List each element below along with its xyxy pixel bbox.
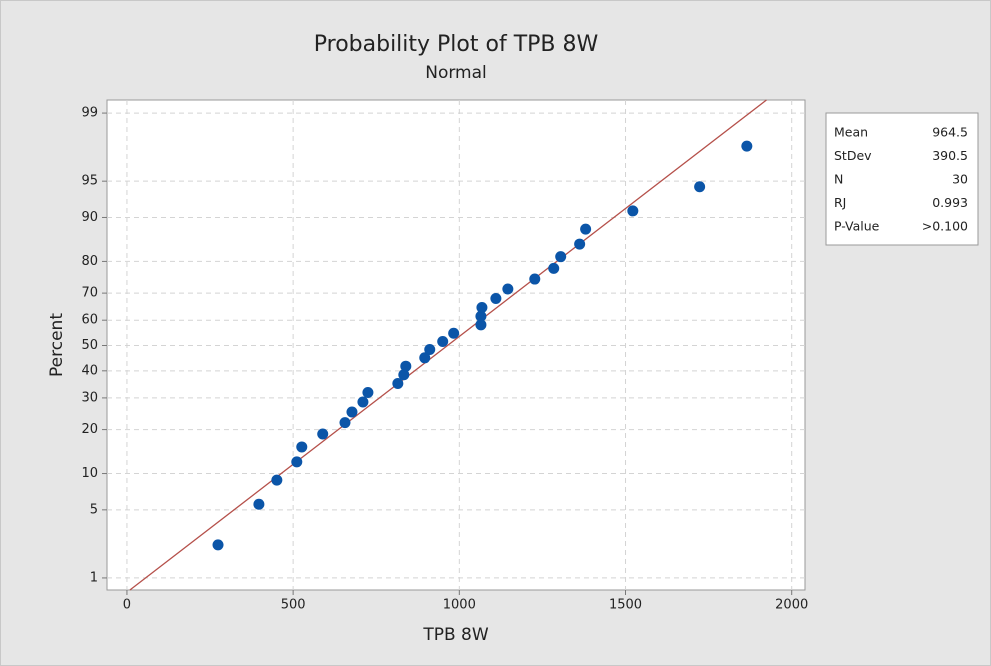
y-axis-label: Percent — [47, 313, 67, 377]
chart-title: Probability Plot of TPB 8W — [314, 32, 599, 57]
point — [398, 369, 410, 381]
point — [362, 387, 374, 399]
point — [291, 456, 303, 468]
point — [490, 292, 502, 304]
stat-value: >0.100 — [922, 219, 968, 234]
point — [476, 302, 488, 314]
stat-label: P-Value — [834, 219, 880, 234]
y-tick-label: 80 — [81, 254, 98, 269]
point — [548, 262, 560, 274]
stat-value: 964.5 — [932, 125, 968, 140]
point — [627, 205, 639, 217]
stat-label: Mean — [834, 125, 868, 140]
y-tick-label: 50 — [81, 338, 98, 353]
point — [253, 498, 265, 510]
point — [419, 352, 431, 364]
point — [580, 223, 592, 235]
point — [271, 474, 283, 486]
point — [296, 441, 308, 453]
y-tick-label: 20 — [81, 422, 98, 437]
y-tick-label: 99 — [81, 106, 98, 121]
plot-area — [106, 99, 806, 591]
point — [339, 417, 351, 429]
point — [424, 344, 436, 356]
x-tick-label: 500 — [281, 598, 306, 613]
stat-value: 0.993 — [932, 195, 968, 210]
stats-box — [825, 112, 979, 246]
y-tick-label: 60 — [81, 313, 98, 328]
point — [502, 283, 514, 295]
y-tick-label: 30 — [81, 390, 98, 405]
point — [400, 360, 412, 372]
stat-label: N — [834, 172, 843, 187]
point — [529, 273, 541, 285]
point — [555, 251, 567, 263]
point — [392, 377, 404, 389]
point — [212, 539, 224, 551]
point — [475, 319, 487, 331]
y-tick-label: 95 — [81, 174, 98, 189]
stat-value: 390.5 — [932, 148, 968, 163]
point — [317, 428, 329, 440]
stat-value: 30 — [952, 172, 968, 187]
y-tick-label: 40 — [81, 363, 98, 378]
x-axis-label: TPB 8W — [422, 625, 489, 645]
y-tick-label: 70 — [81, 286, 98, 301]
point — [357, 396, 369, 408]
y-tick-label: 90 — [81, 210, 98, 225]
point — [346, 406, 358, 418]
x-tick-label: 1000 — [443, 598, 476, 613]
x-tick-label: 2000 — [775, 598, 808, 613]
point — [437, 335, 449, 347]
y-tick-label: 5 — [90, 502, 98, 517]
y-tick-label: 1 — [90, 570, 98, 585]
point — [448, 327, 460, 339]
fit-line — [129, 99, 767, 591]
x-tick-label: 1500 — [609, 598, 642, 613]
chart-subtitle: Normal — [425, 63, 487, 83]
point — [694, 181, 706, 193]
point — [574, 238, 586, 250]
point — [475, 310, 487, 322]
y-tick-label: 10 — [81, 466, 98, 481]
stat-label: StDev — [834, 148, 872, 163]
stat-label: RJ — [834, 195, 846, 210]
point — [741, 140, 753, 152]
x-tick-label: 0 — [123, 598, 131, 613]
